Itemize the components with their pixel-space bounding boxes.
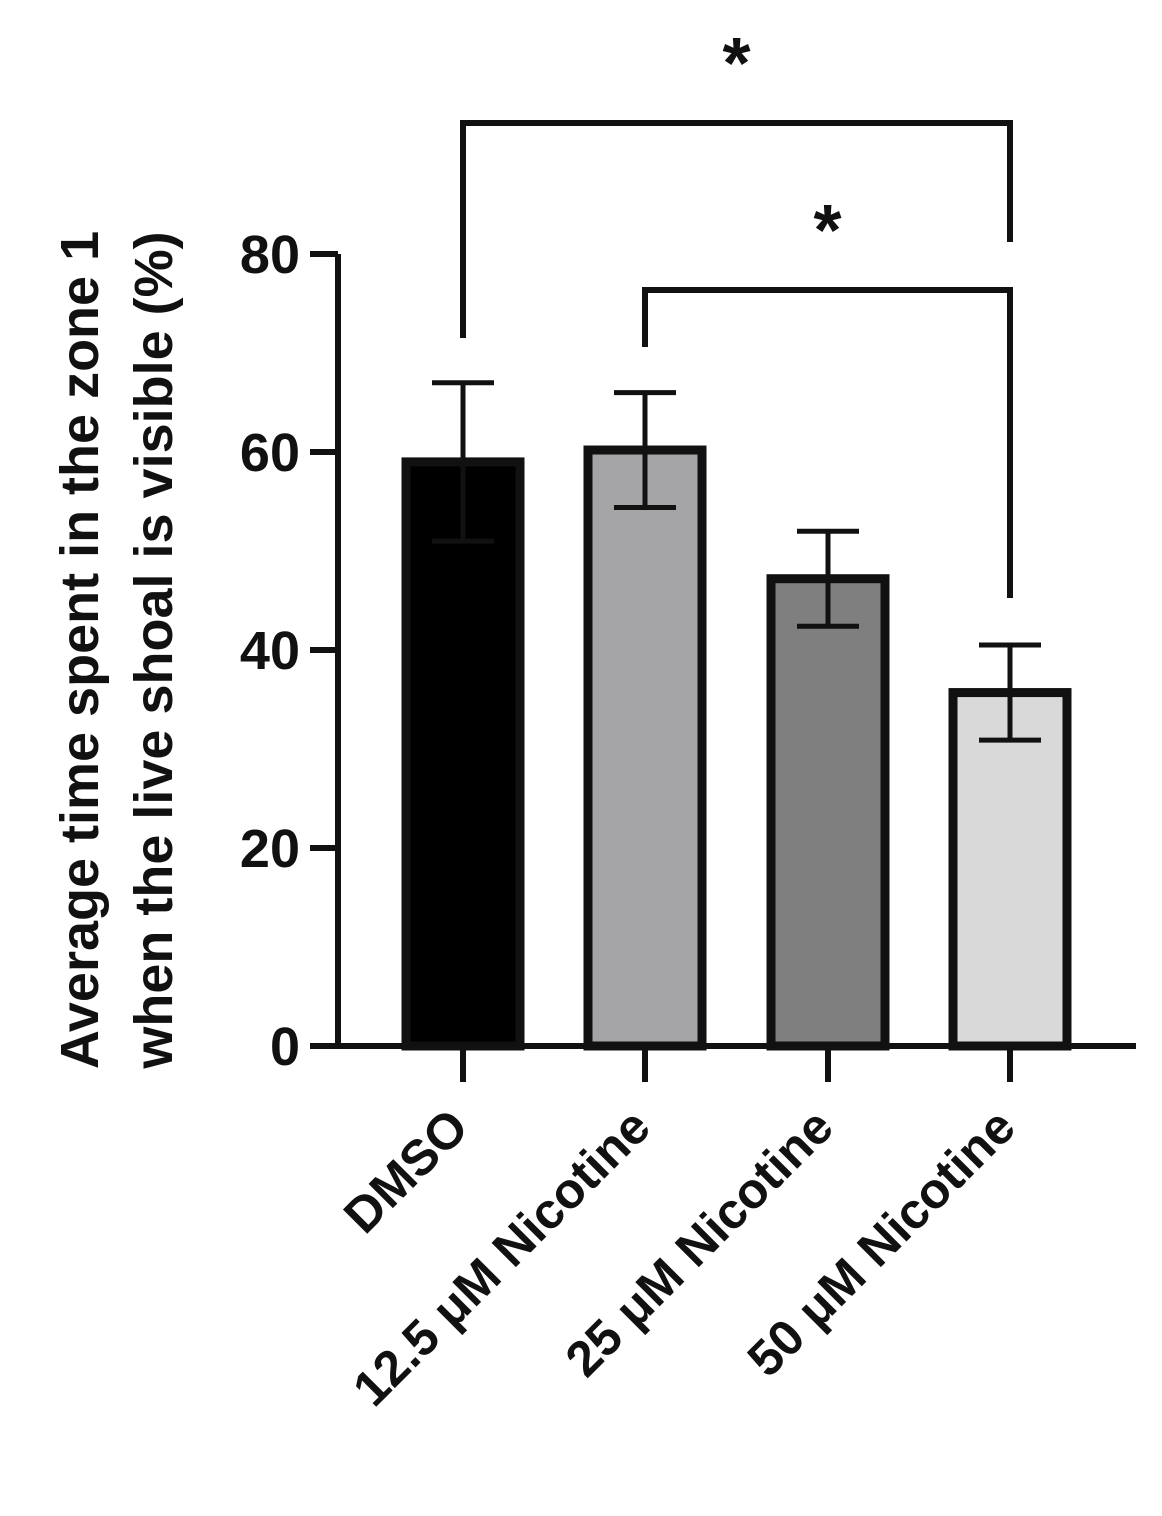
- significance-label-1: *: [813, 191, 841, 271]
- y-tick-label-2: 40: [240, 621, 300, 681]
- y-axis-title-line-1: when the live shoal is visible (%): [124, 231, 184, 1069]
- bar-0: [401, 457, 525, 1051]
- y-tick-label-4: 80: [240, 225, 300, 285]
- significance-label-0: *: [722, 24, 750, 104]
- y-tick-label-3: 60: [240, 423, 300, 483]
- significance-bracket-0: [460, 120, 1013, 338]
- bar-1: [583, 445, 707, 1051]
- bar-2: [766, 574, 890, 1051]
- x-tick-label-0: DMSO: [333, 1098, 479, 1244]
- bar-3: [948, 688, 1072, 1051]
- significance-bracket-1: [642, 287, 1013, 598]
- y-tick-label-1: 20: [240, 819, 300, 879]
- x-tick-label-1: 12.5 μM Nicotine: [342, 1098, 661, 1417]
- y-axis-title-line-0: Average time spent in the zone 1: [50, 231, 110, 1069]
- y-tick-label-0: 0: [270, 1017, 300, 1077]
